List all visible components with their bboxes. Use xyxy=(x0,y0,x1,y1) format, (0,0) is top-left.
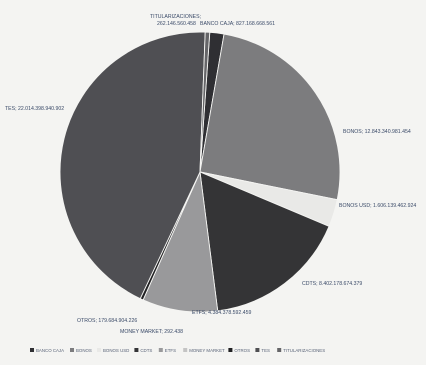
legend-label: BONOS xyxy=(76,348,92,353)
pie-slices xyxy=(59,31,341,313)
slice-label-money-market: MONEY MARKET; 292.438 xyxy=(120,329,183,335)
pie-slice-cdts xyxy=(199,171,330,312)
legend-swatch xyxy=(30,348,34,352)
legend-entry-cdts: CDTS xyxy=(134,348,152,353)
legend-entry-otros: OTROS xyxy=(228,348,250,353)
legend-entry-titularizaciones: TITULARIZACIONES xyxy=(277,348,325,353)
slice-label-cdts: CDTS; 8.402.178.674.379 xyxy=(302,281,362,287)
slice-label-titularizaciones-name: TITULARIZACIONES; xyxy=(150,14,201,20)
legend-swatch xyxy=(228,348,233,352)
slice-label-etfs: ETFS; 4.384.378.592.459 xyxy=(192,310,252,316)
legend-label: BANCO CAJA xyxy=(36,348,64,353)
legend-swatch xyxy=(255,348,260,352)
slice-label-tes: TES; 22.014.398.940.902 xyxy=(5,106,64,112)
legend-entry-money-market: MONEY MARKET xyxy=(183,348,225,353)
legend-swatch xyxy=(158,348,163,352)
legend-swatch xyxy=(183,348,188,352)
legend-label: TES xyxy=(261,348,270,353)
pie-slice-titularizaciones xyxy=(199,31,211,173)
legend-swatch xyxy=(277,348,282,352)
legend-label: CDTS xyxy=(140,348,152,353)
legend-swatch xyxy=(70,348,74,352)
legend-label: TITULARIZACIONES xyxy=(283,348,325,353)
legend-label: OTROS xyxy=(234,348,250,353)
pie-slice-tes xyxy=(59,31,206,300)
slice-labels: TITULARIZACIONES; 262.146.560.458 BANCO … xyxy=(5,14,416,335)
chart-legend: BANCO CAJA BONOS BONOS USD CDTS ETFS MONEY MA… xyxy=(30,348,325,353)
slice-label-bonos-usd: BONOS USD; 1.606.139.462.924 xyxy=(339,203,416,209)
slice-label-otros: OTROS; 179.684.904.226 xyxy=(77,318,137,324)
legend-label: BONOS USD xyxy=(103,348,129,353)
legend-entry-etfs: ETFS xyxy=(158,348,176,353)
legend-entry-bonos: BONOS xyxy=(70,348,92,353)
legend-entry-banco-caja: BANCO CAJA xyxy=(30,348,64,353)
pie-slice-bonos xyxy=(199,33,341,201)
legend-label: MONEY MARKET xyxy=(189,348,225,353)
legend-swatch xyxy=(134,348,139,352)
slice-label-titularizaciones-value: 262.146.560.458 xyxy=(157,21,196,27)
slice-label-bonos: BONOS; 12.843.340.981.454 xyxy=(343,129,411,135)
slice-label-banco-caja: BANCO CAJA; 827.168.668.561 xyxy=(200,21,275,27)
legend-swatch xyxy=(97,348,101,352)
legend-entry-tes: TES xyxy=(255,348,270,353)
legend-entry-bonos-usd: BONOS USD xyxy=(97,348,129,353)
legend-label: ETFS xyxy=(165,348,176,353)
